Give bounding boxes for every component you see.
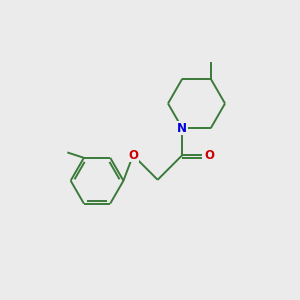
Text: N: N <box>177 122 187 135</box>
Text: O: O <box>128 149 138 162</box>
Text: O: O <box>204 149 214 162</box>
